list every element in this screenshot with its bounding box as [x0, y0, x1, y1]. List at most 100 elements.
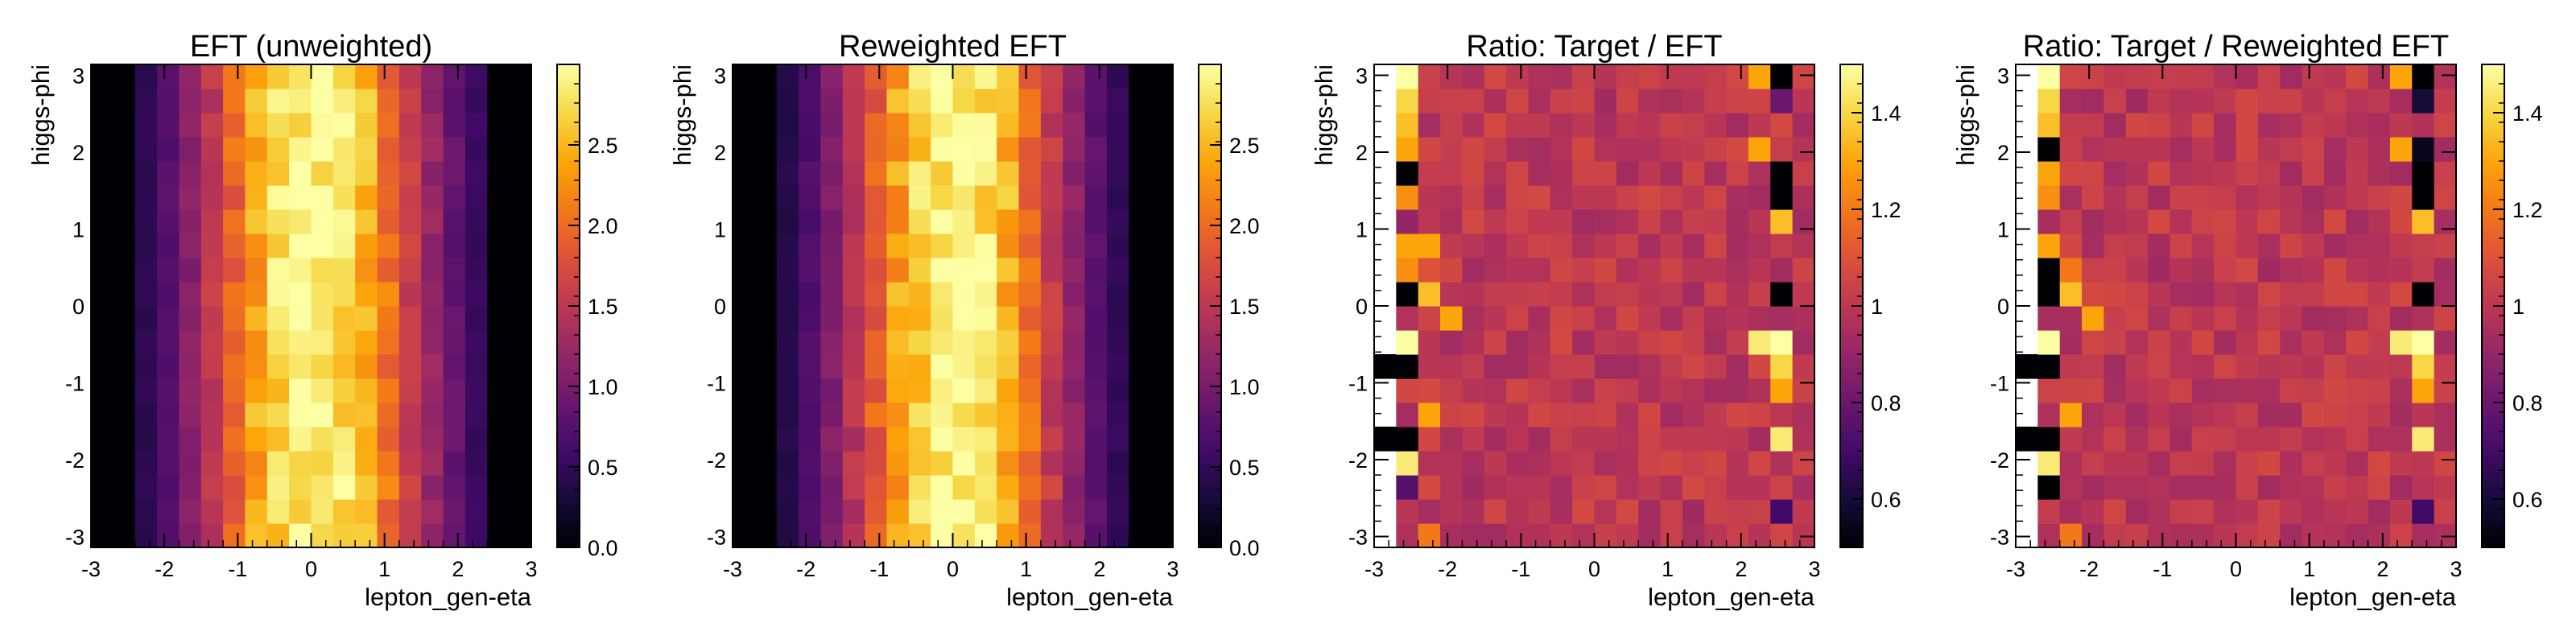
heatmap-cell	[754, 427, 778, 452]
heatmap-cell	[1726, 137, 1749, 162]
colorbar-segment	[2482, 503, 2504, 508]
heatmap-cell	[886, 354, 910, 379]
heatmap-cell	[2082, 282, 2104, 307]
heatmap-cell	[157, 89, 180, 114]
heatmap-cell	[1726, 89, 1749, 114]
heatmap-cell	[1792, 427, 1815, 452]
heatmap-cell	[776, 451, 799, 476]
heatmap-cell	[1084, 427, 1108, 452]
colorbar-segment	[1840, 447, 1863, 452]
colorbar-segment	[557, 306, 580, 311]
heatmap-cell	[179, 499, 202, 524]
heatmap-cell	[200, 475, 224, 500]
heatmap-cell	[2235, 113, 2259, 138]
heatmap-cell	[908, 161, 931, 186]
colorbar-segment	[2482, 294, 2504, 299]
heatmap-cell	[311, 427, 334, 452]
heatmap-cell	[1704, 137, 1728, 162]
heatmap-cell	[842, 354, 865, 379]
colorbar-segment	[1840, 246, 1863, 250]
heatmap-cell	[2125, 499, 2149, 524]
heatmap-cell	[886, 475, 910, 500]
colorbar-segment	[2482, 165, 2504, 170]
heatmap-cell	[1018, 378, 1042, 403]
heatmap-cell	[886, 306, 910, 331]
heatmap-cell	[509, 330, 532, 355]
colorbar-segment	[1199, 306, 1221, 311]
heatmap-cell	[997, 137, 1020, 162]
heatmap-cell	[1063, 402, 1086, 427]
colorbar-segment	[2482, 342, 2504, 347]
heatmap-cell	[1440, 185, 1463, 210]
heatmap-cell	[1726, 378, 1749, 403]
colorbar-segment	[1199, 68, 1221, 73]
heatmap-cell	[266, 185, 290, 210]
colorbar-segment	[2482, 390, 2504, 395]
heatmap-cell	[1040, 354, 1063, 379]
heatmap-cell	[1418, 402, 1441, 427]
heatmap-cell	[1748, 282, 1771, 307]
heatmap-cell	[886, 330, 910, 355]
heatmap-cell	[311, 233, 334, 258]
colorbar-segment	[557, 519, 580, 524]
colorbar-segment	[557, 419, 580, 423]
colorbar-segment	[1199, 205, 1221, 210]
heatmap-cell	[134, 330, 158, 355]
heatmap-cell	[952, 233, 976, 258]
heatmap-cell	[2346, 330, 2369, 355]
heatmap-cell	[2257, 137, 2281, 162]
heatmap-cell	[1396, 499, 1419, 524]
heatmap-cell	[2082, 258, 2104, 283]
colorbar-segment	[1199, 129, 1221, 134]
heatmap-cell	[2037, 354, 2061, 379]
colorbar-segment	[1199, 286, 1221, 291]
colorbar-segment	[2482, 350, 2504, 355]
heatmap-cell	[1506, 185, 1530, 210]
colorbar-segment	[2482, 402, 2504, 407]
colorbar-segment	[1840, 386, 1863, 391]
colorbar-segment	[557, 358, 580, 363]
heatmap-cell	[2280, 282, 2303, 307]
heatmap-cell	[398, 137, 422, 162]
heatmap-cell	[245, 523, 268, 548]
colorbar-segment	[1840, 282, 1863, 287]
heatmap-cell	[2214, 354, 2237, 379]
heatmap-cell	[2169, 233, 2193, 258]
heatmap-cell	[1506, 354, 1530, 379]
heatmap-cell	[289, 378, 312, 403]
heatmap-cell	[2125, 137, 2149, 162]
colorbar-segment	[1840, 354, 1863, 359]
heatmap-cell	[2214, 258, 2237, 283]
heatmap-cell	[2323, 89, 2347, 114]
heatmap-cell	[1129, 378, 1152, 403]
heatmap-cell	[134, 523, 158, 548]
heatmap-cell	[509, 451, 532, 476]
heatmap-cell	[1462, 137, 1485, 162]
heatmap-cell	[398, 427, 422, 452]
heatmap-cell	[1572, 330, 1596, 355]
colorbar-segment	[557, 221, 580, 226]
heatmap-cell	[2434, 113, 2457, 138]
heatmap-cell	[1084, 137, 1108, 162]
heatmap-cell	[2037, 64, 2061, 89]
colorbar-segment	[2482, 105, 2504, 109]
heatmap-cell	[421, 89, 444, 114]
chart-title: Ratio: Target / Reweighted EFT	[2023, 30, 2449, 64]
colorbar-segment	[2482, 523, 2504, 528]
heatmap-cell	[179, 282, 202, 307]
heatmap-cell	[1018, 354, 1042, 379]
heatmap-cell	[2082, 89, 2104, 114]
heatmap-cell	[1063, 64, 1086, 89]
heatmap-cell	[398, 282, 422, 307]
heatmap-cell	[952, 306, 976, 331]
heatmap-cell	[997, 161, 1020, 186]
colorbar-segment	[1840, 358, 1863, 363]
colorbar-segment	[1199, 427, 1221, 431]
heatmap-cell	[1616, 113, 1639, 138]
heatmap-cell	[1572, 523, 1596, 548]
heatmap-cell	[2191, 161, 2215, 186]
colorbar-segment	[2482, 93, 2504, 97]
heatmap-cell	[1462, 354, 1485, 379]
heatmap-cell	[1063, 523, 1086, 548]
